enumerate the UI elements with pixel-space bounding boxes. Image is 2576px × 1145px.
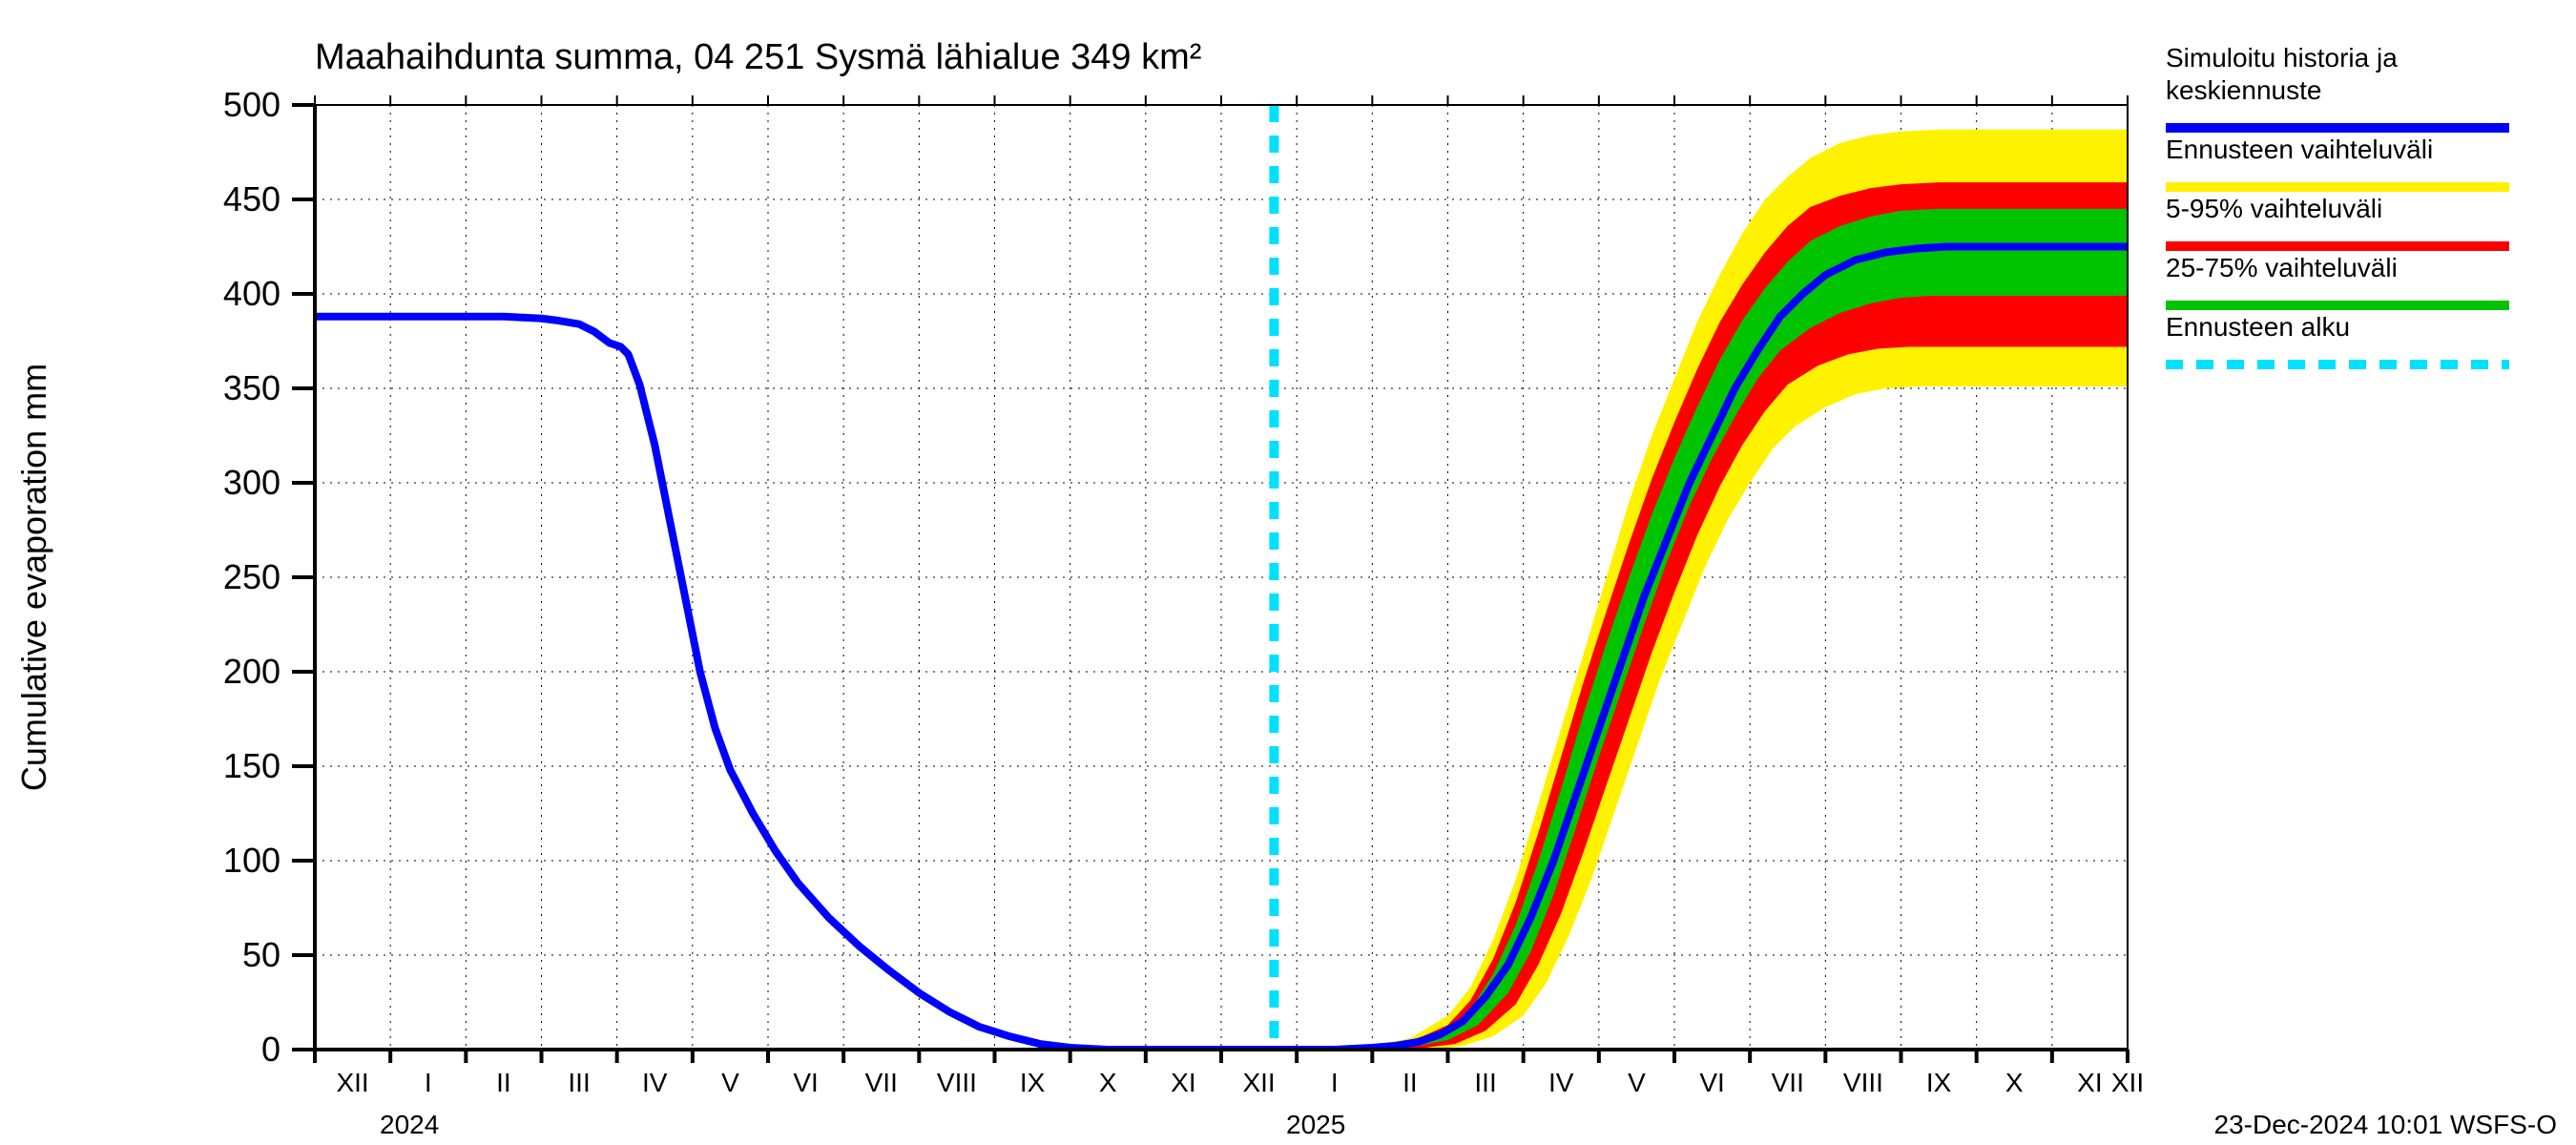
y-tick-label: 100 bbox=[223, 841, 280, 880]
y-tick-label: 250 bbox=[223, 557, 280, 596]
x-month-label: XI bbox=[2077, 1068, 2102, 1097]
x-year-label: 2024 bbox=[380, 1110, 439, 1139]
x-month-label: IV bbox=[642, 1068, 668, 1097]
chart-svg: Maahaihdunta summa, 04 251 Sysmä lähialu… bbox=[0, 0, 2576, 1145]
x-month-label: II bbox=[1402, 1068, 1418, 1097]
y-tick-label: 350 bbox=[223, 368, 280, 407]
legend-label: 25-75% vaihteluväli bbox=[2166, 253, 2398, 282]
x-year-label: 2025 bbox=[1286, 1110, 1345, 1139]
x-month-label: I bbox=[425, 1068, 432, 1097]
y-tick-label: 0 bbox=[261, 1030, 280, 1069]
x-month-label: VIII bbox=[937, 1068, 977, 1097]
y-tick-label: 300 bbox=[223, 463, 280, 502]
legend-label: keskiennuste bbox=[2166, 75, 2321, 105]
x-month-label: X bbox=[1099, 1068, 1117, 1097]
x-month-label: IV bbox=[1548, 1068, 1574, 1097]
x-month-label: XII bbox=[2111, 1068, 2144, 1097]
y-tick-label: 150 bbox=[223, 746, 280, 785]
legend-label: Ennusteen vaihteluväli bbox=[2166, 135, 2433, 164]
y-tick-label: 450 bbox=[223, 179, 280, 219]
x-month-label: I bbox=[1331, 1068, 1339, 1097]
y-tick-label: 400 bbox=[223, 274, 280, 313]
chart-root: Maahaihdunta summa, 04 251 Sysmä lähialu… bbox=[0, 0, 2576, 1145]
y-axis-label: Cumulative evaporation mm bbox=[14, 364, 53, 791]
chart-title: Maahaihdunta summa, 04 251 Sysmä lähialu… bbox=[315, 37, 1201, 77]
y-tick-label: 500 bbox=[223, 85, 280, 124]
y-tick-label: 200 bbox=[223, 652, 280, 691]
x-month-label: IX bbox=[1020, 1068, 1046, 1097]
x-month-label: III bbox=[568, 1068, 590, 1097]
x-month-label: II bbox=[496, 1068, 511, 1097]
x-month-label: X bbox=[2005, 1068, 2024, 1097]
x-month-label: V bbox=[721, 1068, 739, 1097]
x-month-label: VII bbox=[1772, 1068, 1804, 1097]
legend-label: 5-95% vaihteluväli bbox=[2166, 194, 2382, 223]
x-month-label: VIII bbox=[1843, 1068, 1883, 1097]
x-month-label: VI bbox=[793, 1068, 818, 1097]
x-month-label: XII bbox=[336, 1068, 368, 1097]
x-month-label: IX bbox=[1926, 1068, 1952, 1097]
y-tick-label: 50 bbox=[242, 935, 280, 974]
x-month-label: VII bbox=[865, 1068, 898, 1097]
legend-label: Simuloitu historia ja bbox=[2166, 43, 2398, 73]
x-month-label: XI bbox=[1171, 1068, 1195, 1097]
x-month-label: VI bbox=[1699, 1068, 1724, 1097]
x-month-label: III bbox=[1474, 1068, 1496, 1097]
x-month-label: V bbox=[1628, 1068, 1646, 1097]
footer-timestamp: 23-Dec-2024 10:01 WSFS-O bbox=[2214, 1110, 2558, 1139]
legend-label: Ennusteen alku bbox=[2166, 312, 2350, 342]
x-month-label: XII bbox=[1242, 1068, 1275, 1097]
